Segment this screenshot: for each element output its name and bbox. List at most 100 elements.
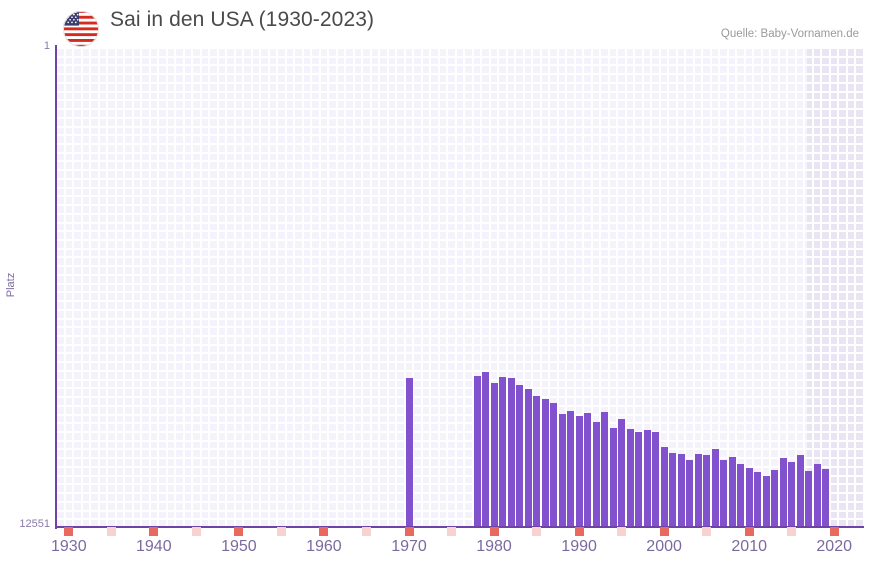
grid-line-vertical xyxy=(420,47,423,527)
grid-line-horizontal xyxy=(56,431,864,433)
grid-line-vertical xyxy=(794,47,797,527)
chart-bar[interactable] xyxy=(524,389,532,527)
chart-bar[interactable] xyxy=(728,457,736,527)
grid-line-vertical xyxy=(658,47,661,527)
chart-plot-area xyxy=(55,47,865,529)
chart-bar[interactable] xyxy=(737,463,745,527)
grid-line-vertical xyxy=(199,47,202,527)
grid-line-vertical xyxy=(395,47,398,527)
chart-bar[interactable] xyxy=(669,453,677,527)
grid-line-horizontal xyxy=(56,274,864,276)
grid-line-vertical xyxy=(752,47,755,527)
grid-line-vertical xyxy=(769,47,772,527)
grid-line-horizontal xyxy=(56,204,864,206)
grid-line-horizontal xyxy=(56,91,864,93)
grid-line-vertical xyxy=(828,47,831,527)
chart-bar[interactable] xyxy=(643,429,651,527)
chart-bar[interactable] xyxy=(762,476,770,527)
grid-line-horizontal xyxy=(56,483,864,485)
chart-bar[interactable] xyxy=(745,467,753,527)
x-axis-line xyxy=(55,526,864,528)
chart-bar[interactable] xyxy=(754,471,762,527)
chart-bar[interactable] xyxy=(473,375,481,527)
grid-line-vertical xyxy=(633,47,636,527)
grid-line-vertical xyxy=(327,47,330,527)
grid-line-vertical xyxy=(233,47,236,527)
chart-bar[interactable] xyxy=(626,428,634,527)
chart-bar[interactable] xyxy=(558,414,566,527)
chart-bar[interactable] xyxy=(694,454,702,527)
x-axis-tick-label: 1960 xyxy=(306,538,342,555)
grid-line-vertical xyxy=(743,47,746,527)
chart-bar[interactable] xyxy=(601,412,609,527)
chart-bar[interactable] xyxy=(805,471,813,527)
chart-bar[interactable] xyxy=(703,454,711,527)
x-axis-tick-major xyxy=(574,527,584,536)
grid-line-vertical xyxy=(361,47,364,527)
chart-bar[interactable] xyxy=(711,449,719,527)
chart-bar[interactable] xyxy=(550,402,558,527)
x-axis-tick-major xyxy=(659,527,669,536)
grid-line-horizontal xyxy=(56,126,864,128)
chart-bar[interactable] xyxy=(796,454,804,527)
x-axis-tick-minor xyxy=(191,527,201,536)
chart-bar[interactable] xyxy=(822,468,830,527)
grid-line-vertical xyxy=(624,47,627,527)
chart-bar[interactable] xyxy=(618,419,626,527)
grid-line-vertical xyxy=(599,47,602,527)
x-axis-tick-minor xyxy=(361,527,371,536)
grid-line-horizontal xyxy=(56,405,864,407)
grid-line-vertical xyxy=(216,47,219,527)
grid-line-horizontal xyxy=(56,510,864,512)
chart-bar[interactable] xyxy=(609,427,617,527)
grid-line-vertical xyxy=(225,47,228,527)
chart-bar[interactable] xyxy=(499,376,506,527)
grid-line-horizontal xyxy=(56,291,864,293)
x-axis-tick-label: 2000 xyxy=(646,538,682,555)
chart-bar[interactable] xyxy=(635,431,643,527)
grid-line-vertical xyxy=(488,47,491,527)
grid-line-horizontal xyxy=(56,195,864,197)
grid-line-horizontal xyxy=(56,466,864,468)
chart-bar[interactable] xyxy=(516,385,523,527)
chart-bar[interactable] xyxy=(584,413,592,527)
grid-line-vertical xyxy=(369,47,372,527)
chart-bar[interactable] xyxy=(788,461,796,527)
chart-bar[interactable] xyxy=(652,432,660,527)
chart-bar[interactable] xyxy=(720,460,728,527)
chart-bar[interactable] xyxy=(405,378,413,527)
chart-bar[interactable] xyxy=(771,470,779,527)
chart-bar[interactable] xyxy=(779,457,787,527)
x-axis-tick-minor xyxy=(106,527,116,536)
x-axis-tick-major xyxy=(404,527,414,536)
chart-bar[interactable] xyxy=(686,460,694,527)
chart-bar[interactable] xyxy=(507,377,515,527)
chart-bar[interactable] xyxy=(592,422,600,527)
grid-line-horizontal xyxy=(56,518,864,520)
chart-bar[interactable] xyxy=(660,447,668,527)
grid-line-horizontal xyxy=(56,309,864,311)
grid-line-horizontal xyxy=(56,414,864,416)
chart-bar[interactable] xyxy=(541,398,549,527)
grid-line-vertical xyxy=(89,47,92,527)
grid-line-vertical xyxy=(463,47,466,527)
grid-line-vertical xyxy=(573,47,576,527)
chart-bar[interactable] xyxy=(482,372,489,527)
x-axis-tick-label: 1970 xyxy=(391,538,427,555)
chart-bar[interactable] xyxy=(813,463,821,527)
chart-bar[interactable] xyxy=(575,416,583,527)
chart-header: Sai in den USA (1930-2023) Quelle: Baby-… xyxy=(0,0,873,47)
grid-line-vertical xyxy=(157,47,160,527)
grid-line-vertical xyxy=(344,47,347,527)
chart-bar[interactable] xyxy=(567,411,575,527)
grid-line-horizontal xyxy=(56,82,864,84)
chart-bar[interactable] xyxy=(533,396,540,527)
grid-line-vertical xyxy=(284,47,287,527)
grid-line-vertical xyxy=(318,47,321,527)
chart-bar[interactable] xyxy=(677,453,685,527)
grid-line-horizontal xyxy=(56,222,864,224)
x-axis-tick-label: 1930 xyxy=(51,538,87,555)
grid-line-vertical xyxy=(863,47,865,527)
chart-bar[interactable] xyxy=(490,383,498,527)
grid-line-vertical xyxy=(378,47,381,527)
